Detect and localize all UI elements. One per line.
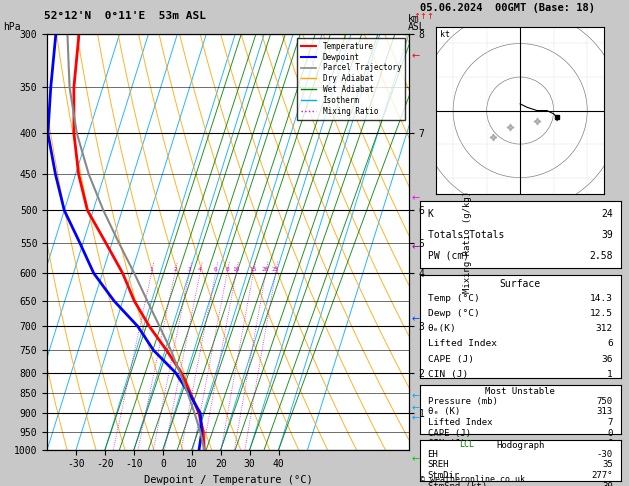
Text: 0: 0 [608,429,613,438]
Text: ←: ← [412,242,420,252]
Text: Dewp (°C): Dewp (°C) [428,309,479,318]
Text: 1: 1 [150,267,153,272]
Text: 4: 4 [198,267,202,272]
Text: Lifted Index: Lifted Index [428,418,492,427]
Text: 05.06.2024  00GMT (Base: 18): 05.06.2024 00GMT (Base: 18) [420,3,594,14]
Text: 312: 312 [596,324,613,333]
Text: 313: 313 [597,407,613,417]
Text: CIN (J): CIN (J) [428,370,468,379]
Text: 750: 750 [597,397,613,406]
Text: CAPE (J): CAPE (J) [428,429,470,438]
Text: hPa: hPa [3,22,21,32]
Text: StmDir: StmDir [428,471,460,480]
Text: SREH: SREH [428,461,449,469]
Text: km: km [408,14,420,24]
Text: ←: ← [412,193,420,203]
Text: PW (cm): PW (cm) [428,251,469,261]
Text: ←: ← [412,51,420,61]
Text: EH: EH [428,450,438,459]
Text: 8: 8 [225,267,229,272]
Text: 6: 6 [607,339,613,348]
Text: 2: 2 [173,267,177,272]
Text: 14.3: 14.3 [590,294,613,303]
Text: θₑ(K): θₑ(K) [428,324,457,333]
Text: 0: 0 [608,439,613,449]
Text: 3: 3 [187,267,191,272]
Text: ↑↑↑: ↑↑↑ [413,12,434,21]
Legend: Temperature, Dewpoint, Parcel Trajectory, Dry Adiabat, Wet Adiabat, Isotherm, Mi: Temperature, Dewpoint, Parcel Trajectory… [298,38,405,120]
Text: Temp (°C): Temp (°C) [428,294,479,303]
Text: Pressure (mb): Pressure (mb) [428,397,498,406]
Text: 52°12'N  0°11'E  53m ASL: 52°12'N 0°11'E 53m ASL [44,11,206,21]
Text: kt: kt [440,30,450,39]
Text: 30: 30 [602,482,613,486]
Text: 24: 24 [601,209,613,219]
Y-axis label: Mixing Ratio (g/kg): Mixing Ratio (g/kg) [464,191,472,293]
Text: 15: 15 [250,267,257,272]
Text: ←: ← [412,413,420,423]
Text: -30: -30 [597,450,613,459]
Text: 2.58: 2.58 [589,251,613,261]
Text: 35: 35 [602,461,613,469]
Text: ←: ← [412,454,420,464]
Text: CAPE (J): CAPE (J) [428,355,474,364]
Text: © weatheronline.co.uk: © weatheronline.co.uk [420,474,525,484]
Text: Totals Totals: Totals Totals [428,230,504,240]
Text: 6: 6 [214,267,218,272]
Text: 277°: 277° [591,471,613,480]
Text: 7: 7 [608,418,613,427]
Text: 39: 39 [601,230,613,240]
Text: K: K [428,209,433,219]
Text: ASL: ASL [408,22,425,33]
Text: Most Unstable: Most Unstable [485,387,555,396]
Text: 25: 25 [272,267,279,272]
Text: Surface: Surface [499,279,541,289]
X-axis label: Dewpoint / Temperature (°C): Dewpoint / Temperature (°C) [143,475,313,485]
Text: ←: ← [412,391,420,401]
Text: 1: 1 [607,370,613,379]
Text: ←: ← [412,314,420,324]
Text: Hodograph: Hodograph [496,441,544,451]
Text: LCL: LCL [459,440,474,449]
Text: 10: 10 [232,267,240,272]
Text: StmSpd (kt): StmSpd (kt) [428,482,487,486]
Text: 12.5: 12.5 [590,309,613,318]
Text: 36: 36 [601,355,613,364]
Text: 20: 20 [262,267,269,272]
Text: CIN (J): CIN (J) [428,439,465,449]
Text: Lifted Index: Lifted Index [428,339,496,348]
Text: θₑ (K): θₑ (K) [428,407,460,417]
Text: ←: ← [412,403,420,413]
